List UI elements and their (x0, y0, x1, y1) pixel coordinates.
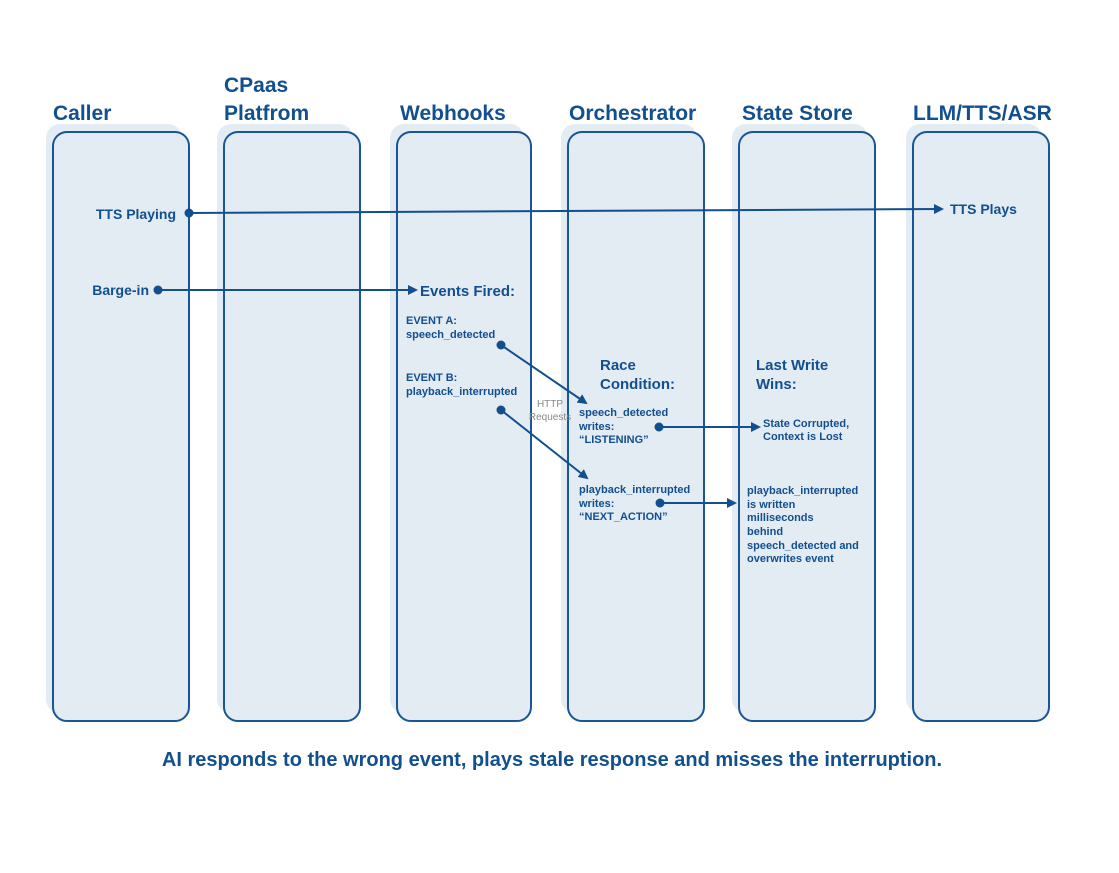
explanation-line: behind (747, 526, 783, 538)
http-label-1: HTTP (537, 399, 563, 410)
write-a-line: writes: (578, 421, 614, 433)
arrow-next-action (655, 498, 737, 508)
lane-llm (906, 124, 1050, 722)
write-a-line: “LISTENING” (579, 434, 649, 446)
write-b-line: playback_interrupted (579, 484, 690, 496)
http-label-2: Requests (529, 412, 571, 423)
diagram-caption: AI responds to the wrong event, plays st… (162, 749, 942, 771)
corrupted-line: Context is Lost (763, 431, 843, 443)
event-b-label: EVENT B: (406, 372, 457, 384)
lane-title-llm: LLM/TTS/ASR (913, 102, 1052, 125)
event-a-label: EVENT A: (406, 315, 457, 327)
lane-title-state-store: State Store (742, 102, 853, 125)
lane-title-orchestrator: Orchestrator (569, 102, 696, 125)
arrow-listening (654, 422, 761, 432)
lane-title-cpaas-2: Platfrom (224, 102, 309, 125)
tts-playing-label: TTS Playing (96, 206, 176, 222)
arrow-tts (184, 204, 944, 218)
lane-orchestrator (561, 124, 705, 722)
event-a-name: speech_detected (406, 329, 495, 341)
lane-state-store (732, 124, 876, 722)
arrow-barge-in (153, 285, 418, 295)
explanation-line: overwrites event (747, 553, 834, 565)
explanation-line: is written (747, 499, 796, 511)
events-fired-label: Events Fired: (420, 283, 515, 300)
lane-webhooks (390, 124, 532, 722)
lane-title-cpaas-1: CPaas (224, 74, 288, 97)
race-condition-1: Race (600, 357, 636, 374)
event-b-name: playback_interrupted (406, 386, 517, 398)
last-write-wins-2: Wins: (756, 376, 797, 393)
explanation-line: milliseconds (747, 512, 814, 524)
explanation-line: speech_detected and (747, 540, 859, 552)
arrow-event-b (496, 405, 589, 480)
lane-title-webhooks: Webhooks (400, 102, 506, 125)
corrupted-line: State Corrupted, (763, 418, 849, 430)
explanation-line: playback_interrupted (747, 485, 858, 497)
last-write-wins-1: Last Write (756, 357, 828, 374)
tts-plays-label: TTS Plays (950, 201, 1017, 217)
write-b-line: writes: (578, 498, 614, 510)
lane-cpaas (217, 124, 361, 722)
lane-title-caller: Caller (53, 102, 111, 125)
lane-caller (46, 124, 190, 722)
race-condition-2: Condition: (600, 376, 675, 393)
write-a-line: speech_detected (579, 407, 668, 419)
arrow-event-a (496, 340, 588, 405)
write-b-line: “NEXT_ACTION” (579, 511, 668, 523)
barge-in-label: Barge-in (92, 282, 149, 298)
